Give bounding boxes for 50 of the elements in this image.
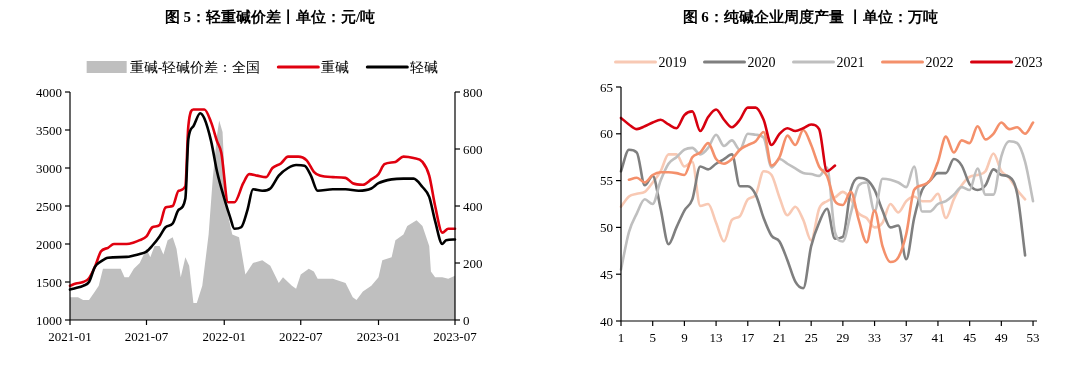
x-tick-label: 2022-01 (202, 329, 246, 344)
x-tick-label: 2021-01 (48, 329, 92, 344)
y2-tick-label: 800 (463, 84, 483, 100)
y2-tick-label: 0 (463, 312, 470, 328)
y-tick-label: 1500 (36, 274, 62, 290)
x-tick-label: 17 (741, 330, 755, 345)
y-tick-label: 50 (600, 219, 613, 235)
legend-label: 重碱 (321, 60, 350, 75)
legend-label: 重碱-轻碱价差：全国 (129, 60, 261, 75)
legend-label: 2023 (1014, 55, 1043, 70)
line-series (619, 148, 1027, 290)
x-tick-label: 21 (772, 330, 786, 345)
y-tick-label: 55 (600, 173, 613, 189)
legend-label: 2020 (747, 55, 776, 70)
x-tick-label: 45 (963, 330, 977, 345)
y2-tick-label: 400 (463, 198, 483, 214)
x-tick-label: 29 (836, 330, 850, 345)
y-tick-label: 2000 (36, 236, 62, 252)
y-tick-label: 65 (600, 79, 613, 95)
x-tick-label: 37 (899, 330, 914, 345)
y-tick-label: 60 (600, 126, 613, 142)
x-tick-label: 53 (1026, 330, 1040, 345)
y2-tick-label: 600 (463, 141, 483, 157)
x-tick-label: 9 (681, 330, 688, 345)
y-tick-label: 40 (600, 313, 613, 329)
y-tick-label: 1000 (36, 312, 62, 328)
x-tick-label: 33 (868, 330, 882, 345)
y-tick-label: 3000 (36, 160, 62, 176)
line-series (619, 106, 837, 173)
x-tick-label: 1 (617, 330, 625, 345)
chart-title: 图 6：纯碱企业周度产量 丨单位：万吨 (682, 8, 938, 25)
x-tick-label: 25 (804, 330, 818, 345)
y2-tick-label: 200 (463, 255, 483, 271)
y-tick-label: 2500 (36, 198, 62, 214)
x-tick-label: 49 (994, 330, 1008, 345)
x-tick-label: 5 (649, 330, 656, 345)
x-tick-label: 2023-07 (433, 329, 478, 344)
legend-label: 2021 (836, 55, 865, 70)
x-tick-label: 2021-07 (124, 329, 169, 344)
legend-label: 2022 (925, 55, 954, 70)
legend-label: 轻碱 (410, 60, 439, 75)
x-tick-label: 13 (709, 330, 723, 345)
chart-title: 图 5：轻重碱价差丨单位：元/吨 (164, 9, 376, 25)
y-tick-label: 3500 (36, 122, 62, 138)
x-tick-label: 2022-07 (279, 329, 323, 344)
legend-label: 2019 (658, 55, 687, 70)
x-tick-label: 41 (931, 330, 945, 345)
y-tick-label: 45 (600, 266, 613, 282)
y-tick-label: 4000 (36, 84, 62, 100)
x-tick-label: 2023-01 (356, 329, 401, 344)
